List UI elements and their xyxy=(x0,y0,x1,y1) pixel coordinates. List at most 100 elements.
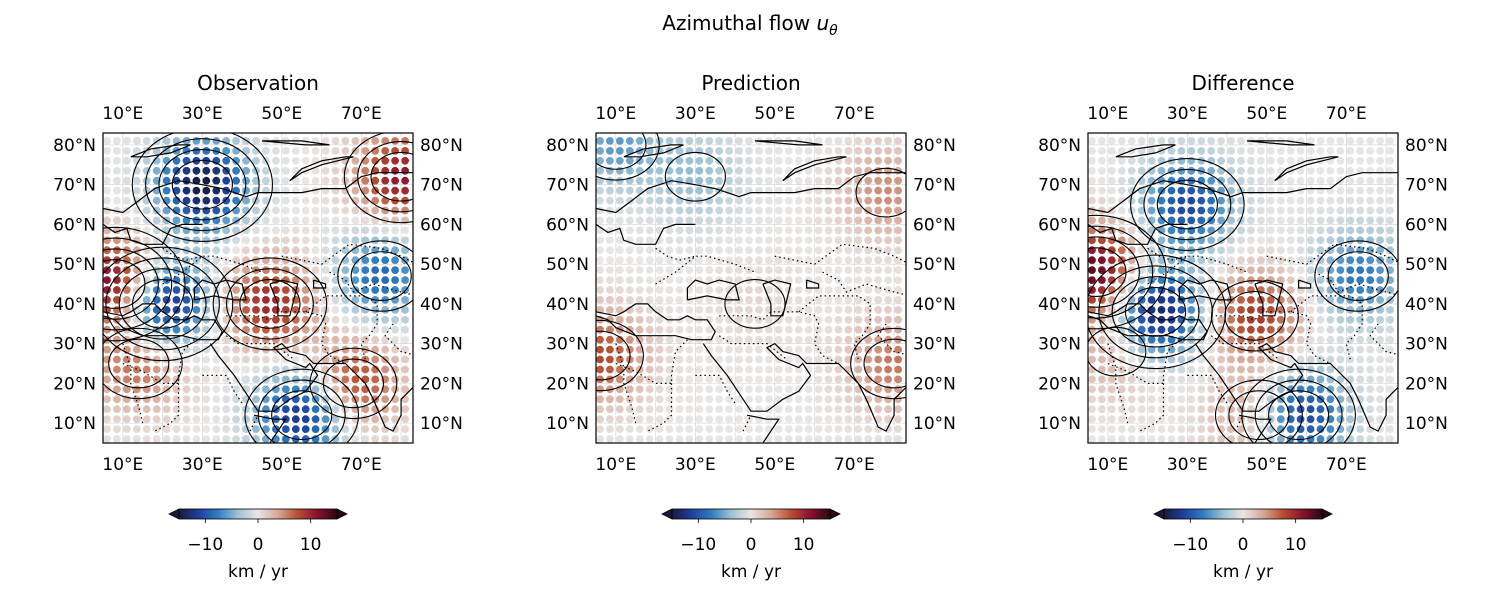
field-point xyxy=(351,276,360,284)
field-point xyxy=(745,335,753,344)
coastline xyxy=(130,144,191,158)
field-point xyxy=(262,385,270,394)
field-point xyxy=(1306,166,1315,175)
field-point xyxy=(625,256,634,265)
contour-line xyxy=(145,138,260,232)
field-point xyxy=(665,246,674,255)
field-point xyxy=(1356,415,1365,424)
contour-line xyxy=(596,319,644,392)
field-point xyxy=(212,166,221,175)
field-point xyxy=(655,315,664,324)
field-point xyxy=(765,375,773,384)
field-point xyxy=(596,365,604,374)
y-tick-label-right: 30°N xyxy=(1405,335,1448,355)
field-point xyxy=(291,216,300,225)
field-point xyxy=(321,147,330,155)
field-point xyxy=(1217,405,1225,414)
field-point xyxy=(615,415,624,424)
field-point xyxy=(1088,405,1096,414)
field-point xyxy=(192,325,201,334)
field-point xyxy=(1386,216,1394,225)
field-point xyxy=(361,375,370,384)
y-tick-label-right: 70°N xyxy=(913,176,956,196)
field-point xyxy=(695,186,704,195)
field-point xyxy=(192,196,201,205)
field-point xyxy=(142,315,151,324)
field-point xyxy=(341,345,350,354)
field-point xyxy=(1117,405,1126,414)
field-point xyxy=(1157,335,1166,344)
contour-line xyxy=(1228,390,1290,441)
field-point xyxy=(665,266,674,274)
field-point xyxy=(1356,345,1365,354)
field-point xyxy=(1326,137,1335,145)
field-point xyxy=(735,147,743,155)
field-point xyxy=(715,415,724,424)
colorbar-extend-low xyxy=(168,508,180,520)
field-point xyxy=(665,256,674,265)
field-point xyxy=(192,216,201,225)
field-point xyxy=(1157,206,1166,215)
figure-title-symbol: u xyxy=(816,11,829,35)
field-point xyxy=(1217,216,1225,225)
field-point xyxy=(371,365,380,374)
field-point xyxy=(784,375,793,384)
field-point xyxy=(1336,415,1345,424)
field-point xyxy=(804,236,813,245)
field-point xyxy=(1296,147,1305,155)
field-point xyxy=(884,395,892,404)
field-point xyxy=(401,137,409,145)
field-point xyxy=(341,296,350,304)
field-point xyxy=(341,375,350,384)
field-point xyxy=(1237,236,1245,245)
field-point xyxy=(301,156,310,165)
field-point xyxy=(351,306,360,314)
field-point xyxy=(281,226,290,235)
field-point xyxy=(1346,325,1355,334)
field-point xyxy=(1117,156,1126,165)
field-point xyxy=(132,345,141,354)
field-point xyxy=(192,256,201,265)
field-point xyxy=(291,325,300,334)
field-point xyxy=(1326,147,1335,155)
field-point xyxy=(291,345,300,354)
field-point xyxy=(715,236,724,245)
field-point xyxy=(1137,226,1146,235)
field-point xyxy=(1177,415,1186,424)
field-point xyxy=(1306,206,1315,215)
field-point xyxy=(824,405,833,414)
field-dots xyxy=(103,137,409,443)
field-point xyxy=(341,315,350,324)
field-point xyxy=(1376,385,1384,394)
field-point xyxy=(784,355,793,364)
field-point xyxy=(1276,206,1285,215)
field-point xyxy=(655,405,664,414)
field-point xyxy=(814,186,823,195)
field-point xyxy=(884,176,892,185)
field-point xyxy=(725,395,733,404)
field-point xyxy=(1247,315,1255,324)
field-point xyxy=(665,325,674,334)
field-point xyxy=(606,306,614,314)
y-tick-label-left: 80°N xyxy=(546,136,589,156)
field-point xyxy=(1237,246,1245,255)
field-point xyxy=(122,196,131,205)
field-point xyxy=(844,395,853,404)
field-point xyxy=(1306,415,1315,424)
field-point xyxy=(1296,186,1305,195)
field-point xyxy=(212,325,221,334)
field-point xyxy=(202,216,211,225)
field-point xyxy=(606,236,614,245)
field-point xyxy=(262,216,270,225)
coastline xyxy=(762,279,792,317)
coastline xyxy=(782,156,847,182)
contour-line xyxy=(244,368,360,443)
field-point xyxy=(685,226,694,235)
field-point xyxy=(1366,147,1375,155)
border-line xyxy=(225,335,295,360)
field-point xyxy=(401,355,409,364)
field-point xyxy=(685,286,694,294)
field-point xyxy=(192,276,201,284)
coastline xyxy=(805,279,820,289)
